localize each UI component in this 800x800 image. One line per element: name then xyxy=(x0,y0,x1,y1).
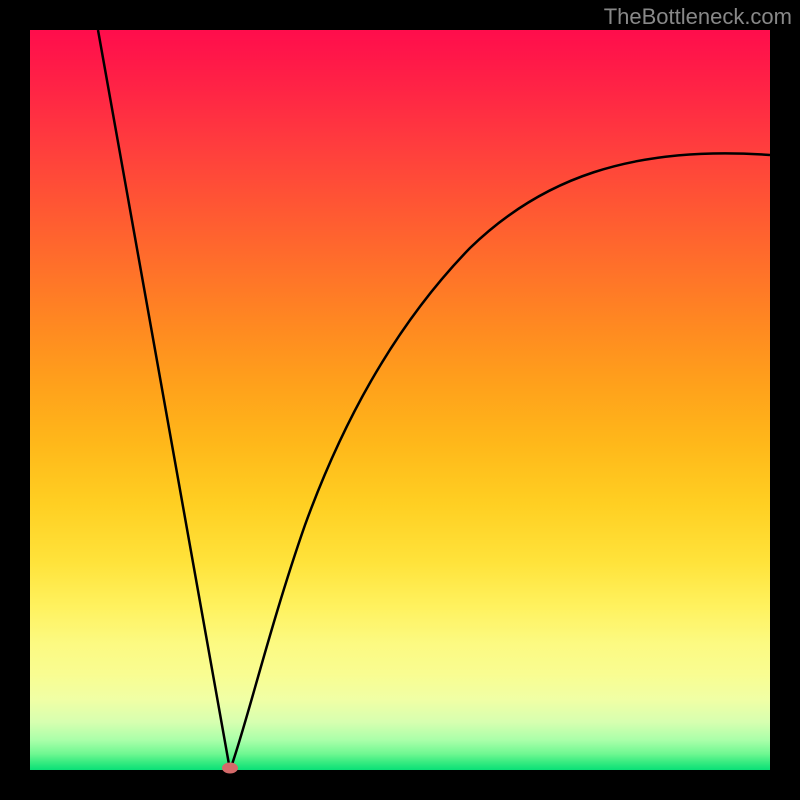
plot-area xyxy=(30,30,770,770)
performance-curve xyxy=(30,30,770,770)
apex-marker xyxy=(222,763,238,774)
watermark-text: TheBottleneck.com xyxy=(604,4,792,30)
